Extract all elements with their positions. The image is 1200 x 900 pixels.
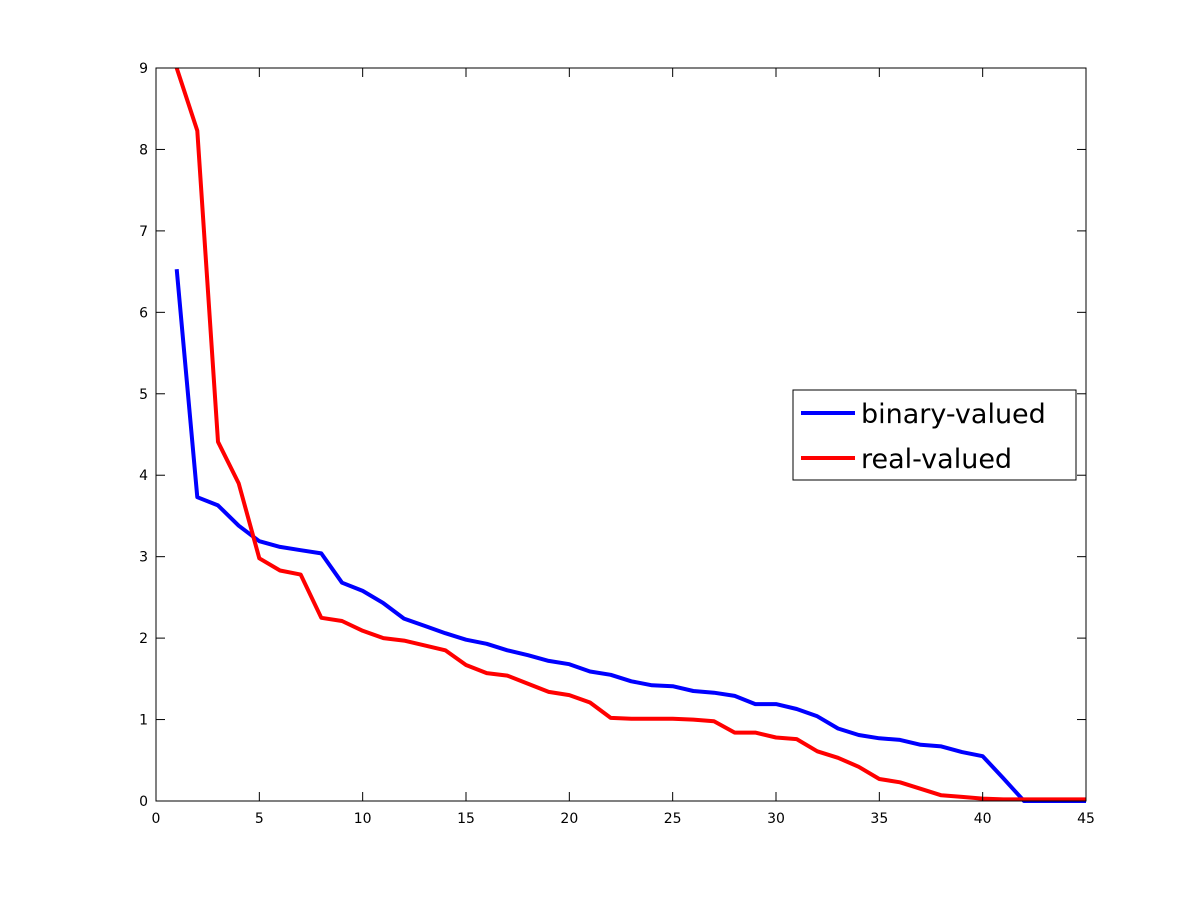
y-tick-label: 8 xyxy=(139,142,148,158)
y-tick-label: 5 xyxy=(139,387,148,403)
y-tick-label: 1 xyxy=(139,713,148,729)
x-tick-label: 15 xyxy=(457,811,475,827)
y-tick-label: 6 xyxy=(139,305,148,321)
x-tick-label: 10 xyxy=(354,811,372,827)
x-tick-label: 20 xyxy=(560,811,578,827)
legend-label-real-valued: real-valued xyxy=(861,444,1012,475)
y-tick-label: 7 xyxy=(139,224,148,240)
x-tick-label: 5 xyxy=(255,811,264,827)
y-tick-label: 9 xyxy=(139,61,148,77)
y-tick-label: 4 xyxy=(139,468,148,484)
axes-box xyxy=(155,67,1087,802)
x-tick-label: 40 xyxy=(974,811,992,827)
x-tick-label: 0 xyxy=(152,811,161,827)
legend-label-binary-valued: binary-valued xyxy=(861,399,1046,430)
x-tick-label: 25 xyxy=(664,811,682,827)
series-line-real-valued xyxy=(174,67,1086,802)
y-tick-label: 2 xyxy=(139,631,148,647)
y-tick-label: 3 xyxy=(139,550,148,566)
x-tick-label: 45 xyxy=(1077,811,1095,827)
x-tick-label: 30 xyxy=(767,811,785,827)
legend: binary-valued real-valued xyxy=(792,389,1077,481)
y-tick-label: 0 xyxy=(139,794,148,810)
series-line-binary-valued xyxy=(174,269,1086,803)
x-tick-label: 35 xyxy=(870,811,888,827)
plot-area xyxy=(174,67,1086,803)
legend-box xyxy=(792,389,1077,481)
